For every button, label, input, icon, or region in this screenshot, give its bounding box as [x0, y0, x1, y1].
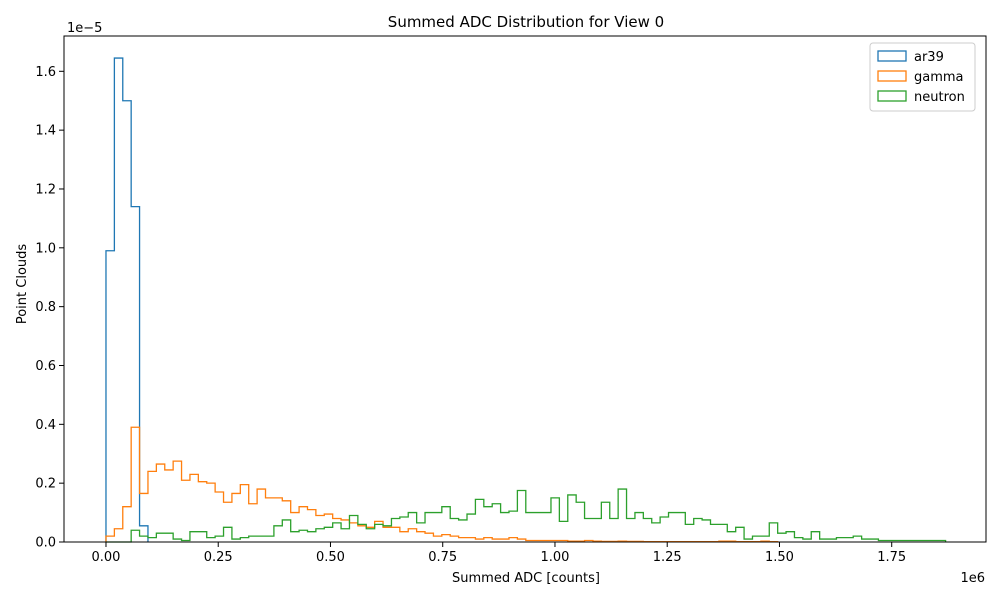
- x-axis-title: Summed ADC [counts]: [452, 571, 600, 586]
- x-tick-label: 1.25: [653, 550, 682, 565]
- y-tick-label: 0.6: [35, 359, 56, 374]
- series-ar39-histogram: [105, 57, 149, 542]
- y-tick-label: 1.2: [35, 182, 56, 197]
- series-neutron-histogram: [105, 488, 947, 543]
- legend-swatch-ar39: [877, 50, 907, 62]
- x-tick-label: 1.00: [540, 550, 569, 565]
- legend-box: [869, 42, 976, 112]
- y-tick-label: 0.8: [35, 300, 56, 315]
- y-offset-label: 1e−5: [67, 21, 102, 36]
- legend: ar39 gamma neutron: [869, 42, 976, 112]
- y-tick-label: 0.4: [35, 418, 56, 433]
- x-tick-label: 1.75: [877, 550, 906, 565]
- x-tick-label: 0.00: [92, 550, 121, 565]
- y-tick-label: 0.0: [35, 536, 56, 551]
- series-layer: [105, 57, 947, 543]
- legend-label-ar39: ar39: [914, 50, 944, 65]
- x-tick-label: 0.75: [428, 550, 457, 565]
- x-tick-label: 0.25: [204, 550, 233, 565]
- chart-title: Summed ADC Distribution for View 0: [388, 13, 664, 31]
- y-axis-title: Point Clouds: [15, 244, 30, 325]
- x-offset-label: 1e6: [960, 571, 985, 586]
- legend-label-neutron: neutron: [914, 90, 965, 105]
- series-gamma-histogram: [105, 426, 779, 543]
- y-tick-label: 0.2: [35, 477, 56, 492]
- axes-layer: [63, 35, 987, 543]
- x-tick-label: 0.50: [316, 550, 345, 565]
- axes-frame: [63, 35, 987, 543]
- legend-label-gamma: gamma: [914, 70, 964, 85]
- y-tick-label: 1.0: [35, 241, 56, 256]
- y-tick-label: 1.6: [35, 65, 56, 80]
- legend-swatch-neutron: [877, 90, 907, 102]
- x-tick-label: 1.50: [765, 550, 794, 565]
- ticks-layer: 0.00 0.25 0.50 0.75 1.00 1.25 1.50 1.75 0.0 0.2 0.…: [35, 65, 906, 565]
- legend-swatch-gamma: [877, 70, 907, 82]
- plot-area: [64, 36, 986, 542]
- y-tick-label: 1.4: [35, 124, 56, 139]
- plot-background: [64, 36, 986, 542]
